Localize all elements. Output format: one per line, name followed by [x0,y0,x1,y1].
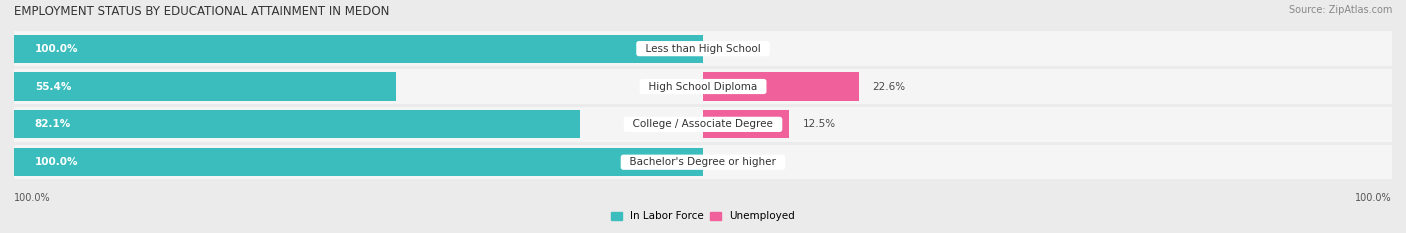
Text: Less than High School: Less than High School [638,44,768,54]
Bar [14,110,579,138]
Bar [14,72,395,101]
Bar [703,72,859,101]
Text: High School Diploma: High School Diploma [643,82,763,92]
Text: 12.5%: 12.5% [803,119,837,129]
Text: Source: ZipAtlas.com: Source: ZipAtlas.com [1288,5,1392,15]
Legend: In Labor Force, Unemployed: In Labor Force, Unemployed [607,207,799,226]
Bar [703,110,789,138]
Text: 100.0%: 100.0% [1355,193,1392,203]
Text: 82.1%: 82.1% [35,119,70,129]
Text: 55.4%: 55.4% [35,82,72,92]
Text: 0.0%: 0.0% [717,157,742,167]
Text: EMPLOYMENT STATUS BY EDUCATIONAL ATTAINMENT IN MEDON: EMPLOYMENT STATUS BY EDUCATIONAL ATTAINM… [14,5,389,18]
Bar [14,34,703,63]
Text: Bachelor's Degree or higher: Bachelor's Degree or higher [623,157,783,167]
Text: 100.0%: 100.0% [35,157,79,167]
Text: 100.0%: 100.0% [35,44,79,54]
Bar [14,148,703,176]
Text: College / Associate Degree: College / Associate Degree [626,119,780,129]
Text: 100.0%: 100.0% [14,193,51,203]
Text: 0.0%: 0.0% [717,44,742,54]
Text: 22.6%: 22.6% [873,82,905,92]
